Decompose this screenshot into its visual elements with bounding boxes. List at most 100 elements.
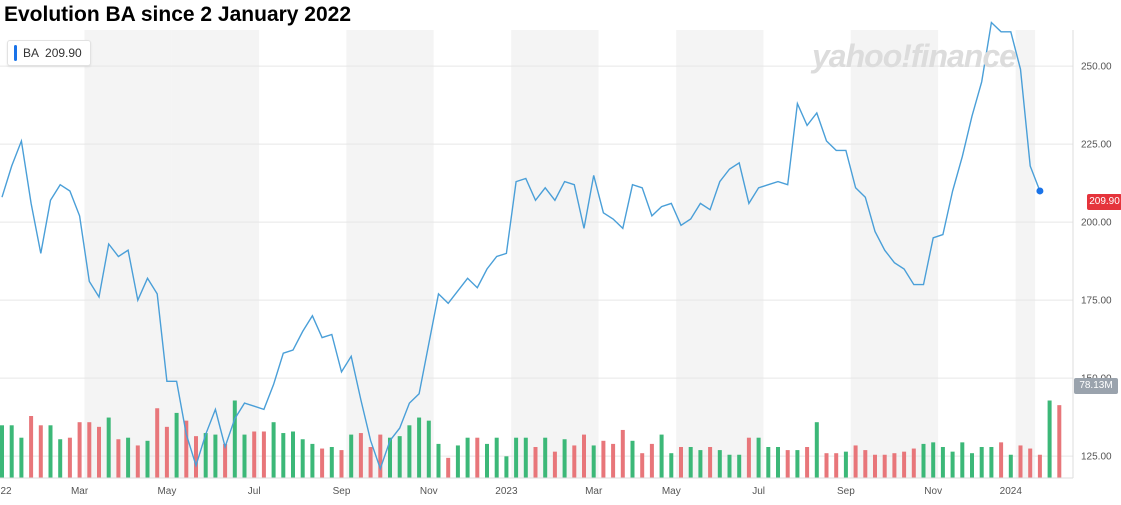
volume-bar (126, 437, 131, 478)
volume-bar (892, 453, 897, 478)
volume-bar (436, 443, 441, 478)
volume-bar (223, 443, 228, 478)
y-tick-label: 250.00 (1081, 62, 1112, 73)
volume-bar (475, 437, 480, 478)
volume-bar (426, 420, 431, 478)
volume-bar (766, 447, 771, 478)
volume-bar (455, 445, 460, 478)
volume-bar (87, 422, 92, 478)
volume-bar (649, 443, 654, 478)
volume-bar (19, 437, 24, 478)
volume-bar (727, 454, 732, 478)
volume-bar (281, 433, 286, 478)
y-tick-label: 200.00 (1081, 218, 1112, 229)
volume-bar (523, 437, 528, 478)
x-tick-label: 2023 (495, 486, 518, 497)
volume-bar (310, 443, 315, 478)
volume-bar (1057, 405, 1062, 478)
volume-bar (329, 447, 334, 478)
x-tick-label: Sep (837, 486, 855, 497)
volume-bar (911, 448, 916, 478)
volume-bar (184, 420, 189, 478)
volume-bar (940, 447, 945, 478)
legend-symbol: BA (23, 46, 40, 60)
volume-tag: 78.13M (1074, 378, 1118, 394)
x-tick-label: 22 (0, 486, 12, 497)
y-tick-label: 125.00 (1081, 452, 1112, 463)
x-tick-label: May (157, 486, 176, 497)
volume-bar (67, 437, 72, 478)
volume-bar (582, 434, 586, 478)
volume-bar (164, 426, 169, 478)
month-band (511, 30, 599, 478)
volume-bar (1037, 454, 1042, 478)
volume-bar (300, 439, 305, 478)
x-tick-label: Nov (924, 486, 942, 497)
volume-bar (746, 437, 751, 478)
volume-bar (232, 400, 237, 478)
x-tick-label: Sep (333, 486, 351, 497)
volume-bar (679, 447, 683, 478)
volume-bar (29, 416, 34, 478)
month-band (346, 30, 434, 478)
volume-bar (853, 445, 858, 478)
x-tick-label: Jul (752, 486, 765, 497)
volume-bar (756, 437, 761, 478)
volume-bar (737, 454, 742, 478)
volume-bar (902, 451, 907, 478)
volume-bar (261, 431, 266, 478)
volume-bar (640, 453, 645, 478)
month-band (850, 30, 939, 478)
volume-bar (155, 408, 160, 478)
volume-bar (1008, 454, 1013, 478)
volume-bar (1047, 400, 1052, 478)
volume-bar (494, 437, 499, 478)
volume-bar (688, 447, 693, 478)
volume-bar (708, 447, 713, 478)
volume-bar (514, 437, 519, 478)
price-line-group (1, 21, 1044, 471)
volume-bar (485, 443, 489, 478)
current-price-tag: 209.90 (1087, 194, 1121, 210)
volume-bar (989, 447, 994, 478)
volume-bar (873, 454, 877, 478)
volume-bar (291, 431, 295, 478)
volume-bar (378, 434, 383, 478)
volume-bar (417, 417, 422, 478)
month-band (1015, 30, 1036, 478)
volume-bar (320, 448, 325, 478)
volume-bar (407, 425, 412, 478)
volume-bar (203, 433, 208, 478)
volume-bar (543, 437, 548, 478)
volume-bar (339, 450, 344, 478)
volume-bar (465, 437, 470, 478)
legend[interactable]: BA 209.90 (7, 40, 91, 66)
volume-bar (591, 445, 596, 478)
month-band (676, 30, 764, 478)
volume-bar (349, 434, 354, 478)
volume-bar (58, 439, 63, 478)
volume-bar (446, 457, 451, 478)
volume-bar (717, 450, 722, 478)
yahoo-finance-watermark: yahoo!finance (812, 38, 1017, 74)
volume-bar (659, 434, 664, 478)
volume-bar (213, 434, 218, 478)
volume-bar (48, 425, 53, 478)
x-tick-label: Nov (420, 486, 438, 497)
volume-bar (882, 454, 887, 478)
volume-bar (271, 422, 276, 478)
volume-bar (174, 412, 179, 478)
volume-bar (552, 451, 557, 478)
volume-bar (533, 447, 538, 478)
y-tick-label: 225.00 (1081, 140, 1112, 151)
volume-bar (368, 447, 373, 478)
volume-bar (601, 440, 606, 478)
volume-bar (9, 425, 14, 478)
volume-bar (194, 436, 198, 478)
volume-bar (863, 450, 868, 478)
volume-bar (620, 429, 625, 478)
volume-bar (97, 426, 101, 478)
x-tick-label: 2024 (1000, 486, 1023, 497)
